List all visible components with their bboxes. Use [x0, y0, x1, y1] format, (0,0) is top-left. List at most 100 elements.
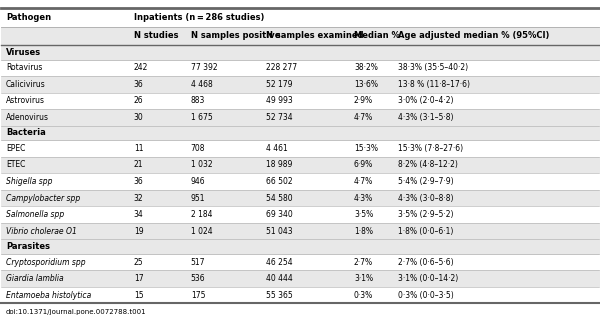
Text: Astrovirus: Astrovirus — [6, 96, 45, 106]
Text: 8·2% (4·8–12·2): 8·2% (4·8–12·2) — [398, 161, 458, 169]
Text: doi:10.1371/journal.pone.0072788.t001: doi:10.1371/journal.pone.0072788.t001 — [6, 309, 146, 315]
Text: 3·1%: 3·1% — [354, 274, 373, 283]
Bar — [1, 239, 600, 254]
Text: 18 989: 18 989 — [266, 161, 292, 169]
Bar — [1, 303, 600, 316]
Text: Vibrio cholerae O1: Vibrio cholerae O1 — [6, 227, 77, 235]
Text: 1 032: 1 032 — [191, 161, 212, 169]
Text: 17: 17 — [134, 274, 143, 283]
Text: 536: 536 — [191, 274, 205, 283]
Text: 1 024: 1 024 — [191, 227, 212, 235]
Text: 1·8%: 1·8% — [354, 227, 373, 235]
Text: 15: 15 — [134, 291, 143, 300]
Text: 3·5%: 3·5% — [354, 210, 373, 219]
Text: 38·2%: 38·2% — [354, 64, 378, 72]
Text: 38·3% (35·5–40·2): 38·3% (35·5–40·2) — [398, 64, 468, 72]
Text: 4·7%: 4·7% — [354, 177, 373, 186]
Text: 55 365: 55 365 — [266, 291, 293, 300]
Bar — [1, 173, 600, 190]
Text: Rotavirus: Rotavirus — [6, 64, 43, 72]
Text: Adenovirus: Adenovirus — [6, 113, 49, 122]
Text: 77 392: 77 392 — [191, 64, 217, 72]
Text: 0·3% (0·0–3·5): 0·3% (0·0–3·5) — [398, 291, 454, 300]
Text: 2·7%: 2·7% — [354, 258, 373, 266]
Text: 2·9%: 2·9% — [354, 96, 373, 106]
Text: 49 993: 49 993 — [266, 96, 293, 106]
Text: 883: 883 — [191, 96, 205, 106]
Text: Calicivirus: Calicivirus — [6, 80, 46, 89]
Bar — [1, 206, 600, 223]
Text: Median %: Median % — [354, 31, 400, 40]
Text: 3·5% (2·9–5·2): 3·5% (2·9–5·2) — [398, 210, 454, 219]
Bar — [1, 270, 600, 287]
Text: 30: 30 — [134, 113, 143, 122]
Text: 3·0% (2·0–4·2): 3·0% (2·0–4·2) — [398, 96, 454, 106]
Text: 69 340: 69 340 — [266, 210, 293, 219]
Text: 175: 175 — [191, 291, 205, 300]
Text: 21: 21 — [134, 161, 143, 169]
Text: 5·4% (2·9–7·9): 5·4% (2·9–7·9) — [398, 177, 454, 186]
Text: 4·3% (3·1–5·8): 4·3% (3·1–5·8) — [398, 113, 454, 122]
Text: 25: 25 — [134, 258, 143, 266]
Text: 946: 946 — [191, 177, 205, 186]
Text: 228 277: 228 277 — [266, 64, 297, 72]
Text: 4·3%: 4·3% — [354, 193, 373, 203]
Text: 4·3% (3·0–8·8): 4·3% (3·0–8·8) — [398, 193, 454, 203]
Text: Giardia lamblia: Giardia lamblia — [6, 274, 64, 283]
Bar — [1, 157, 600, 173]
Text: Parasites: Parasites — [6, 242, 50, 251]
Text: Cryptosporidium spp: Cryptosporidium spp — [6, 258, 86, 266]
Text: 15·3% (7·8–27·6): 15·3% (7·8–27·6) — [398, 144, 463, 153]
Text: Entamoeba histolytica: Entamoeba histolytica — [6, 291, 91, 300]
Text: 13·6%: 13·6% — [354, 80, 378, 89]
Text: 40 444: 40 444 — [266, 274, 293, 283]
Text: N samples positive: N samples positive — [191, 31, 280, 40]
Text: 36: 36 — [134, 177, 143, 186]
Text: Campylobacter spp: Campylobacter spp — [6, 193, 80, 203]
Text: 51 043: 51 043 — [266, 227, 292, 235]
Text: Shigella spp: Shigella spp — [6, 177, 53, 186]
Text: 0·3%: 0·3% — [354, 291, 373, 300]
Bar — [1, 60, 600, 76]
Bar — [1, 287, 600, 303]
Text: 1 675: 1 675 — [191, 113, 212, 122]
Text: Pathogen: Pathogen — [6, 13, 51, 22]
Text: 52 179: 52 179 — [266, 80, 292, 89]
Bar — [1, 8, 600, 27]
Text: 54 580: 54 580 — [266, 193, 292, 203]
Text: 15·3%: 15·3% — [354, 144, 378, 153]
Bar — [1, 140, 600, 157]
Text: 4 461: 4 461 — [266, 144, 287, 153]
Text: Inpatients (n = 286 studies): Inpatients (n = 286 studies) — [134, 13, 264, 22]
Bar — [1, 109, 600, 126]
Text: 34: 34 — [134, 210, 143, 219]
Text: 26: 26 — [134, 96, 143, 106]
Text: 1·8% (0·0–6·1): 1·8% (0·0–6·1) — [398, 227, 453, 235]
Text: EPEC: EPEC — [6, 144, 25, 153]
Text: 66 502: 66 502 — [266, 177, 292, 186]
Text: 3·1% (0·0–14·2): 3·1% (0·0–14·2) — [398, 274, 458, 283]
Text: 32: 32 — [134, 193, 143, 203]
Text: 52 734: 52 734 — [266, 113, 292, 122]
Bar — [1, 93, 600, 109]
Text: 708: 708 — [191, 144, 205, 153]
Bar — [1, 76, 600, 93]
Text: 4·7%: 4·7% — [354, 113, 373, 122]
Bar — [1, 126, 600, 140]
Text: Viruses: Viruses — [6, 48, 41, 57]
Text: 2 184: 2 184 — [191, 210, 212, 219]
Text: 2·7% (0·6–5·6): 2·7% (0·6–5·6) — [398, 258, 454, 266]
Text: 36: 36 — [134, 80, 143, 89]
Text: 6·9%: 6·9% — [354, 161, 373, 169]
Bar — [1, 190, 600, 206]
Text: 13·8 % (11·8–17·6): 13·8 % (11·8–17·6) — [398, 80, 470, 89]
Text: ETEC: ETEC — [6, 161, 25, 169]
Text: N samples examined: N samples examined — [266, 31, 364, 40]
Text: 4 468: 4 468 — [191, 80, 212, 89]
Text: 517: 517 — [191, 258, 205, 266]
Text: 19: 19 — [134, 227, 143, 235]
Text: 951: 951 — [191, 193, 205, 203]
Text: Salmonella spp: Salmonella spp — [6, 210, 64, 219]
Bar — [1, 254, 600, 270]
Text: 46 254: 46 254 — [266, 258, 292, 266]
